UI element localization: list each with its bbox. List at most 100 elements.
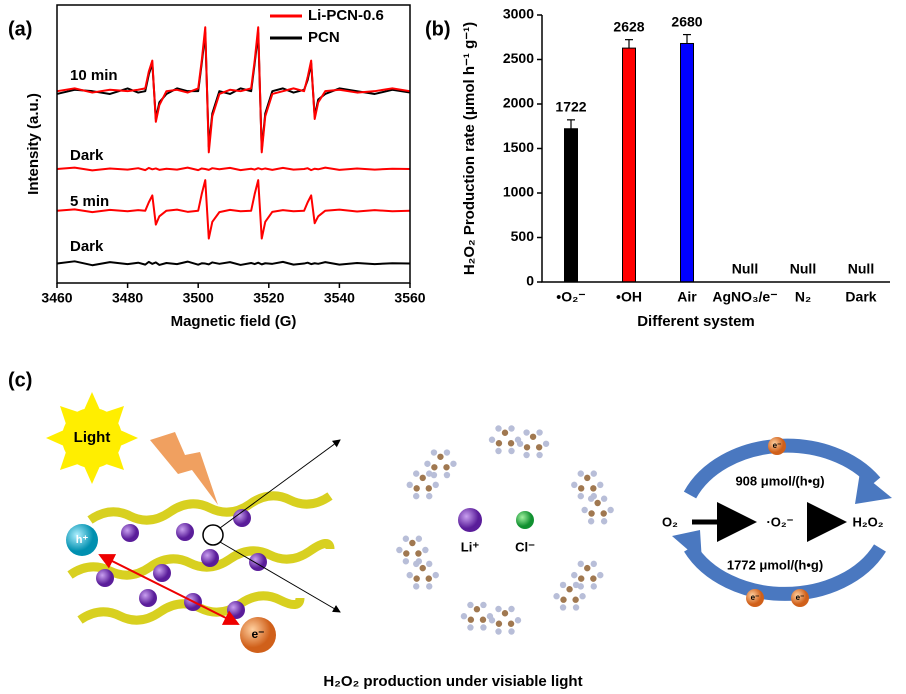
atom xyxy=(467,624,474,631)
x-tick-label: N₂ xyxy=(795,289,811,305)
species-label: O₂ xyxy=(662,514,678,529)
x-tick-label: 3460 xyxy=(41,290,72,306)
value-label: 2628 xyxy=(613,18,644,34)
sun xyxy=(46,392,138,484)
atom xyxy=(426,560,433,568)
y-tick-label: 0 xyxy=(526,273,534,289)
y-tick-label: 1000 xyxy=(503,184,534,200)
atom xyxy=(495,447,502,455)
value-label: 1722 xyxy=(555,99,586,115)
atom xyxy=(572,596,579,603)
atom xyxy=(523,451,530,459)
atom xyxy=(597,571,604,579)
atom xyxy=(402,535,410,542)
atom xyxy=(536,451,543,459)
electron-ball xyxy=(791,589,809,607)
atom xyxy=(508,605,515,613)
y-tick-label: 2500 xyxy=(503,50,534,66)
bar xyxy=(680,42,694,283)
atom xyxy=(597,481,604,489)
network xyxy=(396,425,614,635)
electron-label: e⁻ xyxy=(773,441,782,450)
atom xyxy=(590,485,597,492)
x-tick-label: •OH xyxy=(616,289,642,305)
atom xyxy=(426,583,433,590)
x-tick-label: 3520 xyxy=(253,290,284,306)
x-axis-label: Different system xyxy=(637,313,755,330)
atom xyxy=(590,560,597,568)
value-label: Null xyxy=(790,261,816,277)
atom xyxy=(523,429,530,436)
atom xyxy=(403,550,410,557)
x-tick-label: 3480 xyxy=(112,290,143,306)
atom xyxy=(432,571,439,579)
rate-label: 908 μmol/(h•g) xyxy=(735,473,824,488)
arrow xyxy=(98,554,240,625)
y-axis-label: H₂O₂ Production rate (μmol h⁻¹ g⁻¹) xyxy=(461,22,478,275)
atom xyxy=(467,616,475,623)
ion-label: Cl⁻ xyxy=(515,539,535,554)
atom xyxy=(432,481,439,489)
atom xyxy=(443,464,450,471)
atom xyxy=(443,449,451,456)
annotation: 5 min xyxy=(70,193,109,210)
cycle-arc xyxy=(684,544,886,601)
x-axis-label: Magnetic field (G) xyxy=(171,313,297,330)
y-tick-label: 1500 xyxy=(503,139,534,155)
spectrum xyxy=(56,26,411,154)
atom xyxy=(402,558,410,565)
y-tick-label: 500 xyxy=(511,228,535,244)
atom xyxy=(587,495,595,502)
cycle-head xyxy=(672,530,702,562)
atom xyxy=(413,575,420,582)
atom xyxy=(523,444,531,451)
atom xyxy=(584,564,591,572)
atom xyxy=(553,593,560,600)
electron-label: e⁻ xyxy=(751,593,760,602)
caption: H₂O₂ production under visiable light xyxy=(323,673,582,690)
x-tick-label: 3540 xyxy=(324,290,355,306)
zoom-line xyxy=(219,439,341,529)
x-tick-label: Air xyxy=(677,289,697,305)
atom xyxy=(584,474,591,482)
atom xyxy=(431,464,438,471)
atom xyxy=(579,593,586,600)
atom xyxy=(415,558,423,565)
atom xyxy=(566,586,573,593)
atom xyxy=(578,485,585,492)
legend-label: PCN xyxy=(308,29,340,46)
atom xyxy=(577,470,584,477)
bar xyxy=(622,47,636,283)
annotation: Dark xyxy=(70,238,104,255)
atom xyxy=(443,471,451,479)
atom xyxy=(480,601,487,609)
atom xyxy=(413,485,420,492)
atom xyxy=(437,453,444,460)
atom xyxy=(529,433,537,440)
li-ball xyxy=(458,508,482,532)
atom xyxy=(577,492,584,500)
panel-label: (a) xyxy=(8,18,32,40)
annotation: Dark xyxy=(70,147,104,164)
atom xyxy=(578,575,585,582)
atom xyxy=(507,620,515,627)
atom xyxy=(396,546,403,554)
atom xyxy=(425,485,432,492)
atom xyxy=(516,440,524,447)
value-label: Null xyxy=(848,261,874,277)
atom xyxy=(600,518,608,525)
x-tick-label: 3560 xyxy=(394,290,425,306)
legend-label: Li-PCN-0.6 xyxy=(308,7,384,24)
spectrum xyxy=(56,166,411,172)
light-label: Light xyxy=(74,429,111,446)
atom xyxy=(488,436,496,443)
atom xyxy=(426,492,433,500)
x-tick-label: Dark xyxy=(845,289,876,305)
cl-ball xyxy=(516,511,534,529)
panel-c-art xyxy=(46,392,892,653)
y-axis-label: Intensity (a.u.) xyxy=(25,93,42,195)
atom xyxy=(479,616,487,623)
x-tick-label: 3500 xyxy=(183,290,214,306)
atom xyxy=(572,604,580,611)
atom xyxy=(460,613,468,620)
